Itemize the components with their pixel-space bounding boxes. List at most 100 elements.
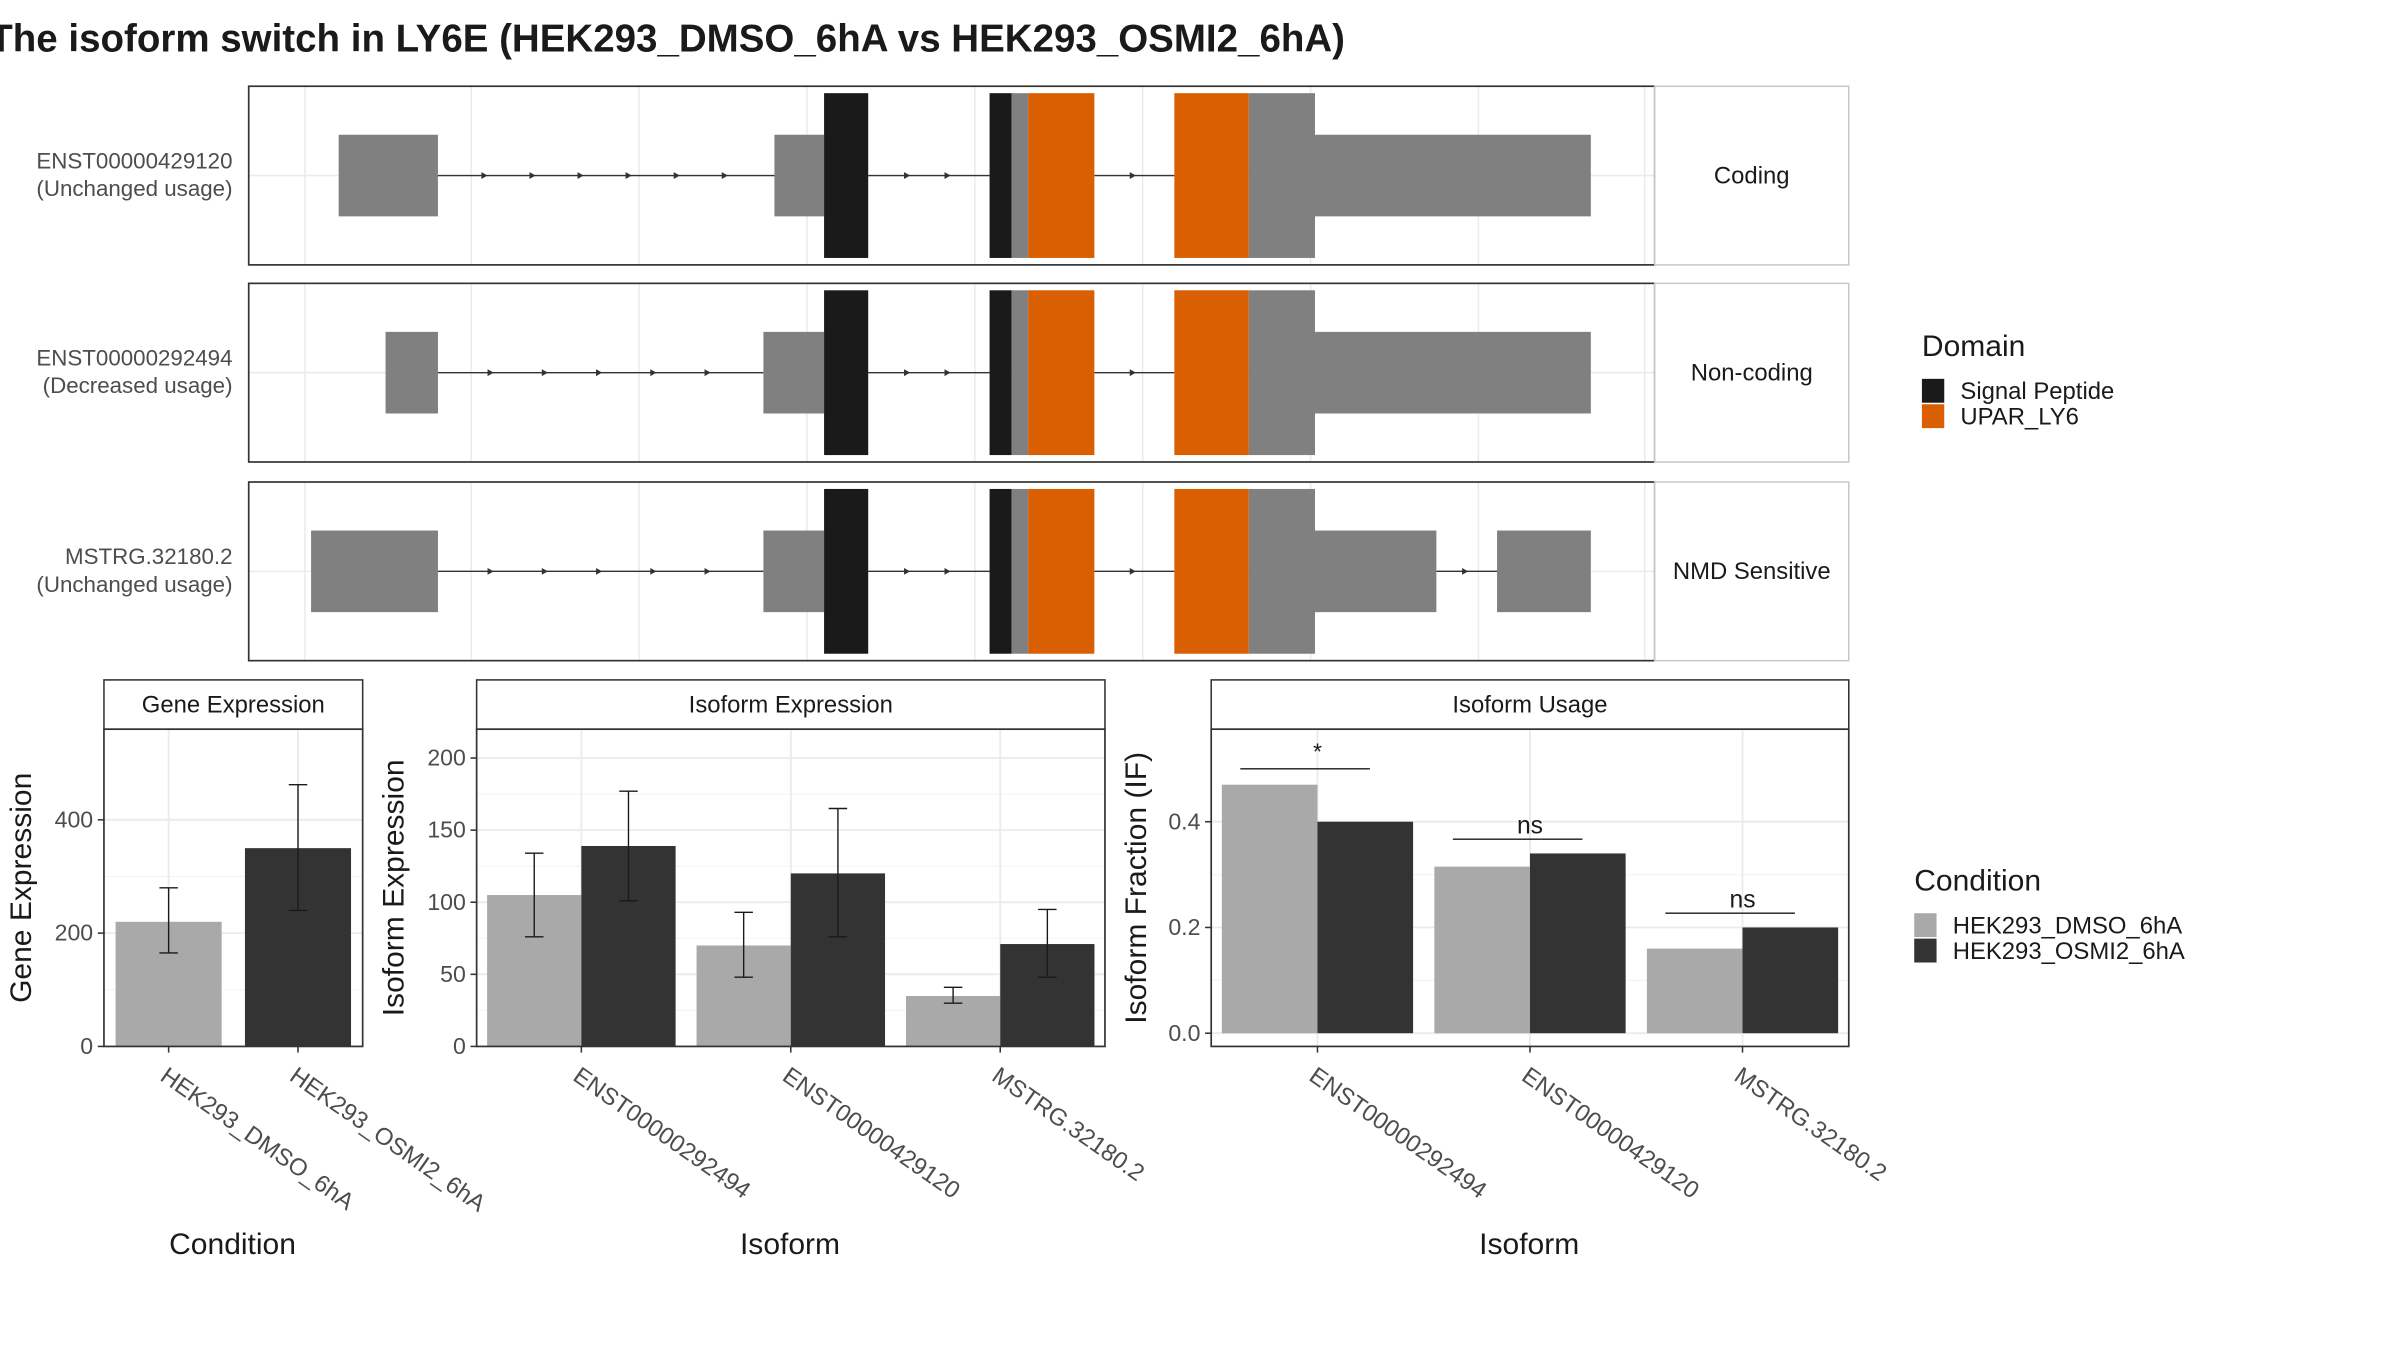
domain-legend-key: [1921, 404, 1945, 429]
condition-legend-key: [1914, 913, 1937, 938]
intron-arrow: [577, 172, 584, 179]
exon-signal_peptide: [824, 290, 869, 456]
isoform-row: Non-coding ENST00000292494 (Decreased usag…: [36, 282, 1850, 463]
exon-cds: [1011, 93, 1029, 258]
condition-legend-key: [1914, 938, 1937, 963]
bar-osmi2: [1742, 927, 1839, 1034]
y-axis-title: Isoform Fraction (IF): [1120, 752, 1153, 1024]
bar-osmi2: [1317, 821, 1414, 1034]
significance-label: *: [1313, 739, 1322, 765]
isoform-id-label: MSTRG.32180.2: [65, 544, 233, 569]
y-tick-label: 100: [427, 889, 466, 915]
panel-border: [103, 728, 364, 1048]
exon-upar_ly6: [1028, 488, 1095, 654]
exon-signal_peptide: [824, 488, 869, 654]
exon-utr: [311, 530, 438, 613]
intron-arrow: [944, 567, 951, 575]
intron-arrow: [673, 172, 680, 179]
intron-arrow: [904, 567, 911, 575]
exon-signal_peptide: [989, 290, 1012, 456]
bar-panel: Isoform Usage * ns ns 0.0 0.2 0.4 ENST000002924…: [1120, 679, 1891, 1261]
chart-title: The isoform switch in LY6E (HEK293_DMSO_…: [0, 18, 1345, 61]
x-tick-label: MSTRG.32180.2: [1729, 1062, 1891, 1187]
y-tick-label: 150: [427, 817, 466, 843]
intron-arrow: [704, 369, 711, 377]
isoform-category: Coding: [1714, 162, 1790, 189]
bar-dmso: [1221, 784, 1318, 1034]
intron-arrow: [596, 369, 603, 377]
intron-arrow: [1129, 567, 1136, 575]
bar-osmi2: [1529, 853, 1626, 1034]
condition-legend-label: HEK293_DMSO_6hA: [1953, 912, 2183, 939]
exon-utr: [1315, 134, 1591, 217]
x-tick-label: ENST00000429120: [778, 1062, 965, 1204]
bar-dmso: [905, 995, 1001, 1047]
intron-arrow: [904, 369, 911, 377]
y-tick-label: 400: [55, 806, 94, 832]
exon-utr: [338, 134, 438, 217]
exon-upar_ly6: [1174, 290, 1249, 456]
x-axis-title: Condition: [169, 1228, 296, 1261]
exon-cds: [1011, 290, 1029, 456]
x-tick-label: ENST00000292494: [568, 1062, 755, 1204]
intron-arrow: [944, 369, 951, 377]
exon-utr: [774, 134, 825, 217]
x-axis-title: Isoform: [740, 1228, 840, 1261]
intron-arrow: [1129, 172, 1136, 179]
panel-strip: [475, 679, 1106, 730]
intron-arrow: [529, 172, 536, 179]
condition-legend-title: Condition: [1914, 864, 2041, 897]
isoform-row: NMD Sensitive MSTRG.32180.2 (Unchanged usa…: [36, 481, 1850, 662]
isoform-id-label: ENST00000429120: [36, 148, 232, 173]
x-axis-title: Isoform: [1479, 1228, 1579, 1261]
y-axis-title: Gene Expression: [5, 773, 38, 1003]
intron-arrow: [904, 172, 911, 179]
exon-utr: [385, 331, 438, 414]
figure-root: The isoform switch in LY6E (HEK293_DMSO_…: [0, 18, 2185, 1261]
y-tick-label: 0.2: [1168, 914, 1200, 940]
intron-arrow: [704, 567, 711, 575]
exon-signal_peptide: [989, 488, 1012, 654]
isoform-usage-label: (Unchanged usage): [36, 572, 232, 597]
isoform-id-label: ENST00000292494: [36, 345, 232, 370]
exon-signal_peptide: [989, 93, 1012, 258]
intron-arrow: [650, 369, 657, 377]
bar-panel: Isoform Expression 0 50 100 150 200 ENST000002…: [378, 679, 1149, 1261]
y-tick-label: 0.0: [1168, 1020, 1200, 1046]
exon-cds: [1248, 290, 1316, 456]
intron-arrow: [625, 172, 632, 179]
exon-utr: [1497, 530, 1591, 613]
intron-arrow: [541, 369, 548, 377]
intron-arrow: [541, 567, 548, 575]
x-tick-label: ENST00000292494: [1304, 1062, 1491, 1204]
intron-arrow: [596, 567, 603, 575]
isoform-category: Non-coding: [1691, 360, 1813, 387]
domain-legend-label: Signal Peptide: [1960, 378, 2114, 405]
y-tick-label: 200: [55, 920, 94, 946]
panel-strip: [103, 679, 364, 730]
x-tick-label: ENST00000429120: [1517, 1062, 1704, 1204]
bar-dmso: [1646, 948, 1743, 1034]
exon-cds: [1248, 488, 1316, 654]
exon-utr: [1315, 530, 1437, 613]
isoform-row: Coding ENST00000429120 (Unchanged usage): [36, 85, 1850, 266]
intron-arrow: [487, 369, 494, 377]
domain-legend-label: UPAR_LY6: [1960, 403, 2078, 430]
domain-legend-key: [1921, 378, 1945, 403]
y-tick-label: 0.4: [1168, 808, 1200, 834]
condition-legend-label: HEK293_OSMI2_6hA: [1953, 938, 2185, 965]
intron-arrow: [944, 172, 951, 179]
domain-legend-title: Domain: [1922, 330, 2025, 363]
intron-arrow: [487, 567, 494, 575]
panel-strip-label: Isoform Expression: [689, 691, 893, 718]
panel-strip-label: Isoform Usage: [1452, 691, 1607, 718]
category-strip: [1653, 481, 1850, 662]
x-tick-label: MSTRG.32180.2: [987, 1062, 1149, 1187]
y-axis-title: Isoform Expression: [378, 759, 411, 1016]
exon-upar_ly6: [1174, 93, 1249, 258]
exon-utr: [1315, 331, 1591, 414]
bar-panel: Gene Expression0200400HEK293_DMSO_6hAHEK…: [5, 679, 490, 1261]
intron-arrow: [1462, 567, 1469, 575]
significance-label: ns: [1730, 886, 1756, 913]
